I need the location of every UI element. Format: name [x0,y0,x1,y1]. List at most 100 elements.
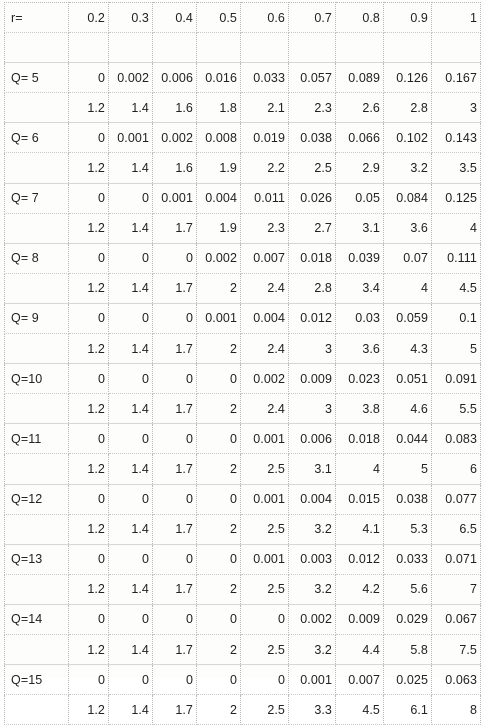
row-label[interactable]: Q=13 [4,543,69,575]
table-cell[interactable]: 0 [152,543,197,575]
table-cell[interactable]: 3.2 [288,514,336,545]
table-cell[interactable]: 0 [108,664,153,696]
header-cell[interactable]: 1 [431,1,481,34]
table-cell[interactable]: 1.2 [68,514,109,545]
table-cell[interactable]: 2 [196,634,241,666]
header-cell[interactable]: 0.3 [108,1,153,34]
table-cell[interactable]: 0 [108,182,153,214]
table-cell[interactable]: 0 [196,483,241,515]
table-cell[interactable]: 0 [68,62,109,94]
table-cell[interactable]: 0 [196,543,241,575]
table-cell[interactable]: 4.4 [335,634,384,666]
table-cell[interactable]: 1.4 [108,213,153,244]
table-cell[interactable]: 0 [240,664,289,696]
table-cell[interactable]: 5 [383,453,432,485]
table-cell[interactable]: 0.051 [383,363,432,395]
table-cell[interactable]: 1.7 [152,634,197,666]
empty-cell[interactable] [4,574,69,605]
table-cell[interactable]: 0 [152,302,197,335]
table-cell[interactable]: 2.5 [288,152,336,184]
table-cell[interactable]: 0.029 [383,603,432,635]
table-cell[interactable]: 5 [431,333,481,365]
table-cell[interactable]: 2 [196,333,241,365]
table-cell[interactable]: 0.009 [288,363,336,395]
table-cell[interactable]: 0 [68,543,109,575]
table-cell[interactable]: 8 [431,694,481,725]
empty-cell[interactable] [4,333,69,365]
table-cell[interactable]: 5.5 [431,393,481,425]
table-cell[interactable]: 0 [152,242,197,274]
table-cell[interactable]: 1.2 [68,273,109,304]
table-cell[interactable]: 2 [196,694,241,725]
table-cell[interactable]: 2.4 [240,393,289,425]
table-cell[interactable]: 0.025 [383,664,432,696]
table-cell[interactable]: 1.2 [68,453,109,485]
table-cell[interactable]: 0 [108,543,153,575]
empty-cell[interactable] [4,634,69,666]
table-cell[interactable]: 4.1 [335,514,384,545]
table-cell[interactable]: 0.044 [383,423,432,455]
empty-cell[interactable] [335,32,384,64]
table-cell[interactable]: 4.2 [335,574,384,605]
table-cell[interactable]: 0.019 [240,122,289,154]
table-cell[interactable]: 0.1 [431,302,481,335]
table-cell[interactable]: 0 [152,423,197,455]
table-cell[interactable]: 0 [196,603,241,635]
table-cell[interactable]: 0 [68,302,109,335]
table-cell[interactable]: 0.038 [383,483,432,515]
table-cell[interactable]: 3 [288,393,336,425]
row-label[interactable]: Q=10 [4,363,69,395]
table-cell[interactable]: 0 [68,182,109,214]
table-cell[interactable]: 0 [240,603,289,635]
table-cell[interactable]: 5.6 [383,574,432,605]
table-cell[interactable]: 1.4 [108,574,153,605]
empty-cell[interactable] [4,92,69,124]
table-cell[interactable]: 0.018 [335,423,384,455]
row-label[interactable]: Q=11 [4,423,69,455]
table-cell[interactable]: 1.2 [68,152,109,184]
table-cell[interactable]: 2.3 [240,213,289,244]
table-cell[interactable]: 0.143 [431,122,481,154]
table-cell[interactable]: 0.007 [240,242,289,274]
row-label[interactable]: r= [4,1,69,34]
table-cell[interactable]: 1.4 [108,333,153,365]
table-cell[interactable]: 4 [335,453,384,485]
table-cell[interactable]: 0.001 [240,483,289,515]
table-cell[interactable]: 0.012 [335,543,384,575]
row-label[interactable]: Q= 5 [4,62,69,94]
row-label[interactable]: Q= 9 [4,302,69,335]
table-cell[interactable]: 2.3 [288,92,336,124]
table-cell[interactable]: 0.071 [431,543,481,575]
table-cell[interactable]: 0.007 [335,664,384,696]
table-cell[interactable]: 0.002 [196,242,241,274]
table-cell[interactable]: 1.2 [68,574,109,605]
empty-cell[interactable] [383,32,432,64]
table-cell[interactable]: 0.002 [152,122,197,154]
table-cell[interactable]: 1.7 [152,333,197,365]
table-cell[interactable]: 0 [68,603,109,635]
table-cell[interactable]: 0.077 [431,483,481,515]
table-cell[interactable]: 0.102 [383,122,432,154]
row-label[interactable]: Q= 8 [4,242,69,274]
table-cell[interactable]: 0.083 [431,423,481,455]
header-cell[interactable]: 0.2 [68,1,109,34]
table-cell[interactable]: 0 [108,242,153,274]
table-cell[interactable]: 0.033 [383,543,432,575]
table-cell[interactable]: 1.4 [108,393,153,425]
table-cell[interactable]: 0.001 [196,302,241,335]
table-cell[interactable]: 4.3 [383,333,432,365]
table-cell[interactable]: 0 [68,423,109,455]
table-cell[interactable]: 1.2 [68,393,109,425]
table-cell[interactable]: 5.3 [383,514,432,545]
empty-cell[interactable] [108,32,153,64]
table-cell[interactable]: 0 [196,363,241,395]
table-cell[interactable]: 3 [431,92,481,124]
table-cell[interactable]: 0 [68,122,109,154]
table-cell[interactable]: 2.8 [288,273,336,304]
table-cell[interactable]: 0.063 [431,664,481,696]
table-cell[interactable]: 2 [196,273,241,304]
table-cell[interactable]: 1.4 [108,273,153,304]
table-cell[interactable]: 0.023 [335,363,384,395]
table-cell[interactable]: 0.003 [288,543,336,575]
table-cell[interactable]: 1.4 [108,152,153,184]
